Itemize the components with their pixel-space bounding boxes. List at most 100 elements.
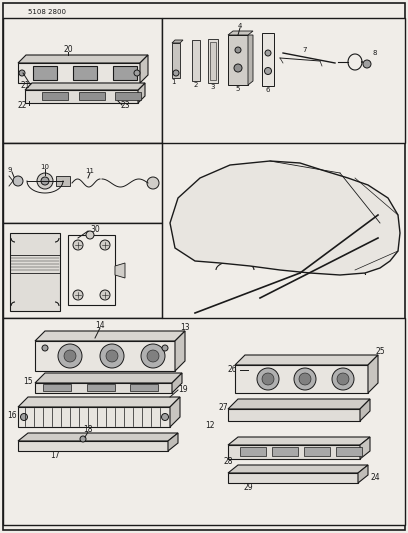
Text: 16: 16 xyxy=(7,410,17,419)
Text: 1: 1 xyxy=(171,79,175,85)
Bar xyxy=(272,447,298,456)
Polygon shape xyxy=(172,43,180,78)
Bar xyxy=(33,66,57,80)
Polygon shape xyxy=(172,373,182,393)
Polygon shape xyxy=(18,63,140,83)
Polygon shape xyxy=(10,233,60,311)
Polygon shape xyxy=(228,31,253,35)
Bar xyxy=(42,92,68,100)
Bar xyxy=(79,92,105,100)
Text: 19: 19 xyxy=(178,385,188,394)
Circle shape xyxy=(19,70,25,76)
Circle shape xyxy=(80,436,86,442)
Circle shape xyxy=(162,345,168,351)
Polygon shape xyxy=(228,437,370,445)
Polygon shape xyxy=(18,397,180,407)
Polygon shape xyxy=(192,40,200,81)
Circle shape xyxy=(294,368,316,390)
Bar xyxy=(210,42,216,80)
Text: 2: 2 xyxy=(194,82,198,88)
Polygon shape xyxy=(172,40,183,43)
Bar xyxy=(87,384,115,391)
Polygon shape xyxy=(360,399,370,421)
Circle shape xyxy=(42,345,48,351)
Text: 12: 12 xyxy=(205,421,215,430)
Polygon shape xyxy=(115,263,125,278)
Text: 5108 2800: 5108 2800 xyxy=(28,9,66,15)
Polygon shape xyxy=(235,365,368,393)
Text: 5: 5 xyxy=(236,86,240,92)
Polygon shape xyxy=(228,473,358,483)
Polygon shape xyxy=(248,35,253,85)
Circle shape xyxy=(337,373,349,385)
Circle shape xyxy=(332,368,354,390)
Text: 27: 27 xyxy=(218,402,228,411)
Circle shape xyxy=(264,68,271,75)
Polygon shape xyxy=(235,355,378,365)
Text: 4: 4 xyxy=(238,23,242,29)
Circle shape xyxy=(73,290,83,300)
Text: 18: 18 xyxy=(83,425,93,434)
Bar xyxy=(240,447,266,456)
Circle shape xyxy=(64,350,76,362)
Polygon shape xyxy=(35,341,175,371)
Polygon shape xyxy=(358,465,368,483)
Text: 6: 6 xyxy=(266,87,270,93)
Polygon shape xyxy=(138,83,145,103)
Bar xyxy=(162,18,405,143)
Text: 20: 20 xyxy=(63,45,73,54)
Circle shape xyxy=(235,47,241,53)
Circle shape xyxy=(162,414,169,421)
Text: 3: 3 xyxy=(211,84,215,90)
Text: 30: 30 xyxy=(90,225,100,235)
Bar xyxy=(3,143,162,223)
Bar xyxy=(3,318,405,525)
Circle shape xyxy=(147,177,159,189)
Polygon shape xyxy=(175,331,185,371)
Polygon shape xyxy=(262,33,274,86)
Text: 24: 24 xyxy=(370,473,380,482)
Circle shape xyxy=(37,173,53,189)
Circle shape xyxy=(106,350,118,362)
Bar xyxy=(130,384,158,391)
Circle shape xyxy=(73,240,83,250)
Polygon shape xyxy=(35,383,172,393)
Text: 11: 11 xyxy=(86,168,95,174)
Bar xyxy=(336,447,362,456)
Circle shape xyxy=(86,231,94,239)
Text: 7: 7 xyxy=(303,47,307,53)
Text: 14: 14 xyxy=(95,321,105,330)
Bar xyxy=(43,384,71,391)
Polygon shape xyxy=(25,83,145,90)
Circle shape xyxy=(20,414,27,421)
Polygon shape xyxy=(168,433,178,451)
Circle shape xyxy=(257,368,279,390)
Circle shape xyxy=(173,70,179,76)
Bar xyxy=(115,92,141,100)
Polygon shape xyxy=(368,355,378,393)
Bar xyxy=(73,66,97,80)
Polygon shape xyxy=(228,35,248,85)
Circle shape xyxy=(363,60,371,68)
Polygon shape xyxy=(140,55,148,83)
Text: 9: 9 xyxy=(8,167,12,173)
Bar xyxy=(56,176,70,186)
Text: 28: 28 xyxy=(223,457,233,466)
Circle shape xyxy=(147,350,159,362)
Circle shape xyxy=(299,373,311,385)
Polygon shape xyxy=(18,407,170,427)
Text: 13: 13 xyxy=(180,324,190,333)
Circle shape xyxy=(100,240,110,250)
Text: 21: 21 xyxy=(20,80,30,90)
Polygon shape xyxy=(228,409,360,421)
Polygon shape xyxy=(360,437,370,459)
Circle shape xyxy=(13,176,23,186)
Polygon shape xyxy=(170,161,400,275)
Polygon shape xyxy=(228,399,370,409)
Polygon shape xyxy=(228,465,368,473)
Circle shape xyxy=(265,50,271,56)
Polygon shape xyxy=(18,433,178,441)
Polygon shape xyxy=(35,373,182,383)
Polygon shape xyxy=(35,331,185,341)
Text: 8: 8 xyxy=(373,50,377,56)
